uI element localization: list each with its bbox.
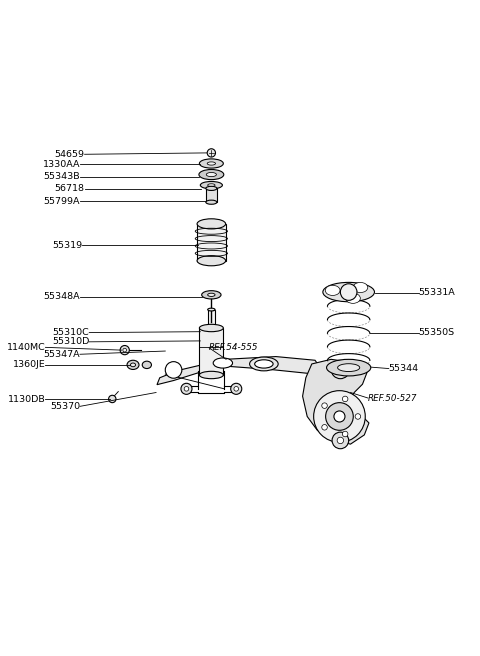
Circle shape bbox=[123, 348, 127, 352]
Bar bbox=[208, 310, 215, 327]
Text: 55343B: 55343B bbox=[43, 173, 80, 181]
Ellipse shape bbox=[127, 360, 139, 369]
Text: 55331A: 55331A bbox=[419, 289, 456, 297]
Circle shape bbox=[340, 284, 357, 300]
Circle shape bbox=[342, 431, 348, 437]
Text: 54659: 54659 bbox=[55, 150, 84, 159]
Text: 55347A: 55347A bbox=[43, 350, 80, 359]
Circle shape bbox=[231, 383, 242, 394]
Bar bbox=[199, 328, 223, 375]
Text: REF.50-527: REF.50-527 bbox=[368, 394, 418, 403]
Text: REF.54-555: REF.54-555 bbox=[209, 343, 259, 352]
Circle shape bbox=[120, 346, 129, 355]
Text: 1140MC: 1140MC bbox=[7, 343, 46, 352]
Ellipse shape bbox=[206, 186, 217, 190]
Text: 55310C: 55310C bbox=[52, 328, 89, 337]
Ellipse shape bbox=[213, 358, 232, 368]
Ellipse shape bbox=[325, 285, 340, 295]
Circle shape bbox=[322, 403, 327, 409]
Text: 1330AA: 1330AA bbox=[43, 160, 80, 169]
Text: 56718: 56718 bbox=[55, 184, 84, 194]
Text: 55370: 55370 bbox=[50, 402, 80, 411]
Polygon shape bbox=[157, 357, 320, 384]
Ellipse shape bbox=[323, 282, 374, 302]
Ellipse shape bbox=[199, 371, 223, 379]
Ellipse shape bbox=[142, 361, 152, 369]
Ellipse shape bbox=[202, 291, 221, 299]
Bar bbox=[197, 224, 226, 260]
Ellipse shape bbox=[199, 169, 224, 180]
Ellipse shape bbox=[199, 324, 223, 332]
Circle shape bbox=[334, 411, 345, 422]
Circle shape bbox=[322, 424, 327, 430]
Ellipse shape bbox=[197, 256, 226, 266]
Ellipse shape bbox=[206, 200, 217, 204]
Ellipse shape bbox=[353, 283, 368, 293]
Ellipse shape bbox=[208, 308, 215, 311]
Ellipse shape bbox=[207, 162, 216, 165]
Circle shape bbox=[184, 386, 189, 391]
Ellipse shape bbox=[206, 173, 216, 176]
Ellipse shape bbox=[346, 293, 360, 303]
Ellipse shape bbox=[326, 359, 371, 376]
Text: 55310D: 55310D bbox=[52, 337, 89, 346]
Bar bbox=[206, 188, 217, 202]
Text: 55350S: 55350S bbox=[419, 328, 455, 337]
Text: 55348A: 55348A bbox=[43, 292, 80, 301]
Text: 55344: 55344 bbox=[389, 364, 419, 373]
Text: 1130DB: 1130DB bbox=[8, 395, 46, 404]
Circle shape bbox=[342, 396, 348, 401]
Circle shape bbox=[355, 414, 360, 419]
Ellipse shape bbox=[250, 357, 278, 371]
Circle shape bbox=[332, 432, 348, 449]
Ellipse shape bbox=[131, 363, 135, 367]
Circle shape bbox=[108, 396, 116, 403]
Text: 55319: 55319 bbox=[52, 241, 83, 249]
Ellipse shape bbox=[197, 219, 226, 229]
Circle shape bbox=[181, 383, 192, 394]
Ellipse shape bbox=[255, 359, 273, 368]
Circle shape bbox=[337, 437, 344, 443]
Circle shape bbox=[234, 386, 239, 391]
Circle shape bbox=[207, 149, 216, 157]
Text: 1360JE: 1360JE bbox=[12, 360, 46, 369]
Ellipse shape bbox=[200, 182, 222, 189]
Text: 55799A: 55799A bbox=[44, 197, 80, 206]
Circle shape bbox=[165, 361, 182, 379]
Circle shape bbox=[336, 366, 344, 373]
Circle shape bbox=[313, 391, 365, 442]
Circle shape bbox=[325, 403, 353, 430]
Ellipse shape bbox=[199, 159, 223, 168]
Circle shape bbox=[331, 360, 349, 379]
Ellipse shape bbox=[337, 363, 360, 371]
Ellipse shape bbox=[208, 184, 215, 186]
Polygon shape bbox=[302, 359, 369, 444]
Ellipse shape bbox=[208, 293, 215, 297]
